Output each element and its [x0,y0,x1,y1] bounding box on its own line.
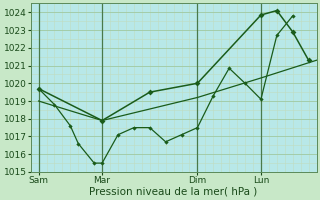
X-axis label: Pression niveau de la mer( hPa ): Pression niveau de la mer( hPa ) [90,187,258,197]
